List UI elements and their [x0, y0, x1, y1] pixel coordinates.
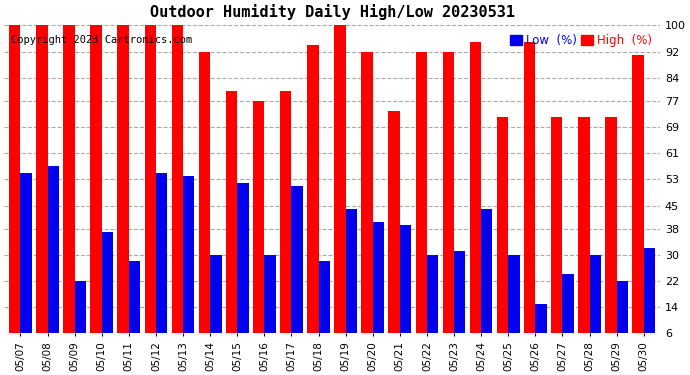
Bar	[172, 26, 183, 353]
Bar	[117, 26, 129, 353]
Bar	[156, 173, 167, 353]
Bar	[509, 255, 520, 353]
Bar	[253, 101, 264, 353]
Bar	[346, 209, 357, 353]
Bar	[481, 209, 493, 353]
Bar	[578, 117, 589, 353]
Bar	[9, 26, 21, 353]
Bar	[36, 26, 48, 353]
Bar	[562, 274, 574, 353]
Bar	[280, 91, 291, 353]
Bar	[63, 26, 75, 353]
Bar	[415, 52, 427, 353]
Bar	[632, 55, 644, 353]
Bar	[497, 117, 509, 353]
Bar	[470, 42, 481, 353]
Bar	[101, 232, 113, 353]
Bar	[454, 252, 465, 353]
Bar	[427, 255, 438, 353]
Bar	[226, 91, 237, 353]
Bar	[535, 304, 546, 353]
Bar	[644, 248, 655, 353]
Bar	[210, 255, 221, 353]
Bar	[589, 255, 601, 353]
Text: Copyright 2023 Cartronics.com: Copyright 2023 Cartronics.com	[11, 35, 192, 45]
Title: Outdoor Humidity Daily High/Low 20230531: Outdoor Humidity Daily High/Low 20230531	[150, 4, 515, 20]
Bar	[319, 261, 330, 353]
Bar	[307, 45, 319, 353]
Bar	[264, 255, 276, 353]
Bar	[388, 111, 400, 353]
Bar	[400, 225, 411, 353]
Bar	[291, 186, 303, 353]
Legend: Low  (%), High  (%): Low (%), High (%)	[508, 32, 654, 49]
Bar	[524, 42, 535, 353]
Bar	[551, 117, 562, 353]
Bar	[443, 52, 454, 353]
Bar	[334, 26, 346, 353]
Bar	[199, 52, 210, 353]
Bar	[90, 26, 101, 353]
Bar	[48, 166, 59, 353]
Bar	[617, 281, 628, 353]
Bar	[373, 222, 384, 353]
Bar	[237, 183, 248, 353]
Bar	[183, 176, 195, 353]
Bar	[605, 117, 617, 353]
Bar	[362, 52, 373, 353]
Bar	[129, 261, 140, 353]
Bar	[75, 281, 86, 353]
Bar	[144, 26, 156, 353]
Bar	[21, 173, 32, 353]
